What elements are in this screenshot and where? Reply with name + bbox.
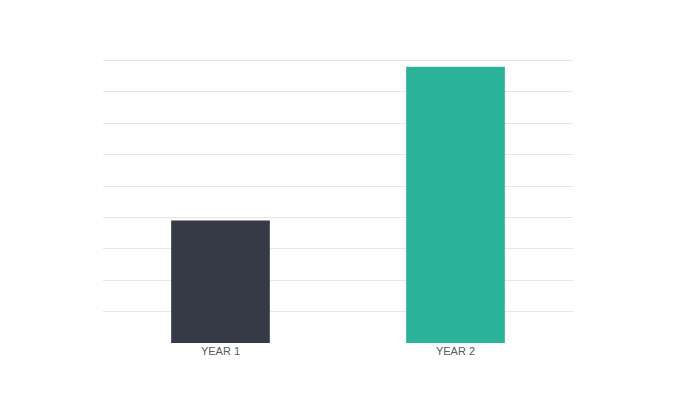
svg-text:YEAR 1: YEAR 1: [201, 345, 240, 357]
svg-text:YEAR 2: YEAR 2: [436, 345, 475, 357]
